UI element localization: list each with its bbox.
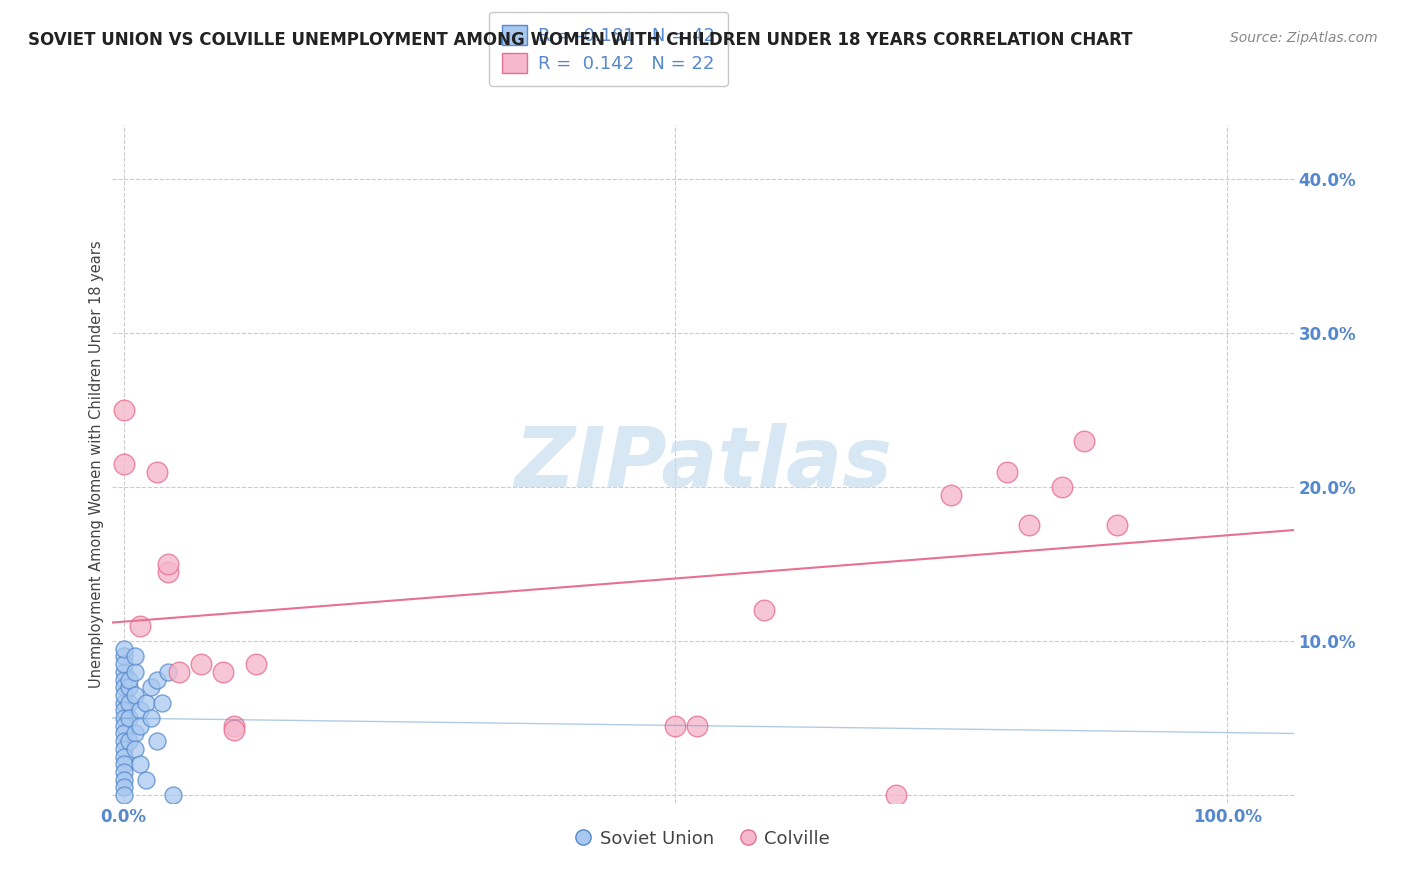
Point: [124, 742, 146, 756]
Point: [752, 603, 775, 617]
Point: [112, 680, 135, 694]
Point: [686, 719, 709, 733]
Point: [1018, 518, 1040, 533]
Point: [1105, 518, 1128, 533]
Point: [118, 696, 141, 710]
Point: [112, 657, 135, 672]
Point: [112, 641, 135, 656]
Point: [112, 780, 135, 795]
Point: [212, 665, 235, 679]
Point: [884, 788, 907, 802]
Point: [112, 457, 135, 471]
Y-axis label: Unemployment Among Women with Children Under 18 years: Unemployment Among Women with Children U…: [89, 240, 104, 688]
Point: [941, 488, 963, 502]
Point: [112, 703, 135, 717]
Point: [139, 711, 162, 725]
Point: [112, 734, 135, 748]
Point: [167, 665, 190, 679]
Point: [135, 696, 157, 710]
Point: [124, 649, 146, 664]
Text: ZIPatlas: ZIPatlas: [515, 424, 891, 504]
Point: [135, 772, 157, 787]
Point: [162, 788, 184, 802]
Point: [112, 742, 135, 756]
Point: [664, 719, 686, 733]
Point: [112, 688, 135, 702]
Point: [129, 757, 152, 772]
Legend: Soviet Union, Colville: Soviet Union, Colville: [569, 822, 837, 855]
Point: [112, 726, 135, 740]
Point: [112, 757, 135, 772]
Point: [190, 657, 212, 672]
Point: [112, 764, 135, 779]
Point: [124, 688, 146, 702]
Point: [145, 465, 167, 479]
Point: [118, 680, 141, 694]
Point: [112, 719, 135, 733]
Point: [156, 557, 179, 571]
Point: [156, 565, 179, 579]
Point: [118, 673, 141, 687]
Point: [112, 403, 135, 417]
Point: [139, 680, 162, 694]
Point: [156, 665, 179, 679]
Point: [112, 788, 135, 802]
Point: [1050, 480, 1073, 494]
Point: [150, 696, 173, 710]
Point: [222, 723, 245, 738]
Point: [145, 734, 167, 748]
Point: [145, 673, 167, 687]
Point: [129, 703, 152, 717]
Point: [1073, 434, 1095, 448]
Point: [112, 696, 135, 710]
Point: [129, 719, 152, 733]
Point: [245, 657, 267, 672]
Point: [222, 719, 245, 733]
Point: [995, 465, 1018, 479]
Point: [124, 665, 146, 679]
Point: [118, 734, 141, 748]
Point: [112, 749, 135, 764]
Point: [118, 711, 141, 725]
Point: [129, 618, 152, 632]
Text: Source: ZipAtlas.com: Source: ZipAtlas.com: [1230, 31, 1378, 45]
Point: [124, 726, 146, 740]
Point: [112, 665, 135, 679]
Point: [112, 772, 135, 787]
Point: [112, 649, 135, 664]
Text: SOVIET UNION VS COLVILLE UNEMPLOYMENT AMONG WOMEN WITH CHILDREN UNDER 18 YEARS C: SOVIET UNION VS COLVILLE UNEMPLOYMENT AM…: [28, 31, 1133, 49]
Point: [112, 673, 135, 687]
Point: [112, 711, 135, 725]
